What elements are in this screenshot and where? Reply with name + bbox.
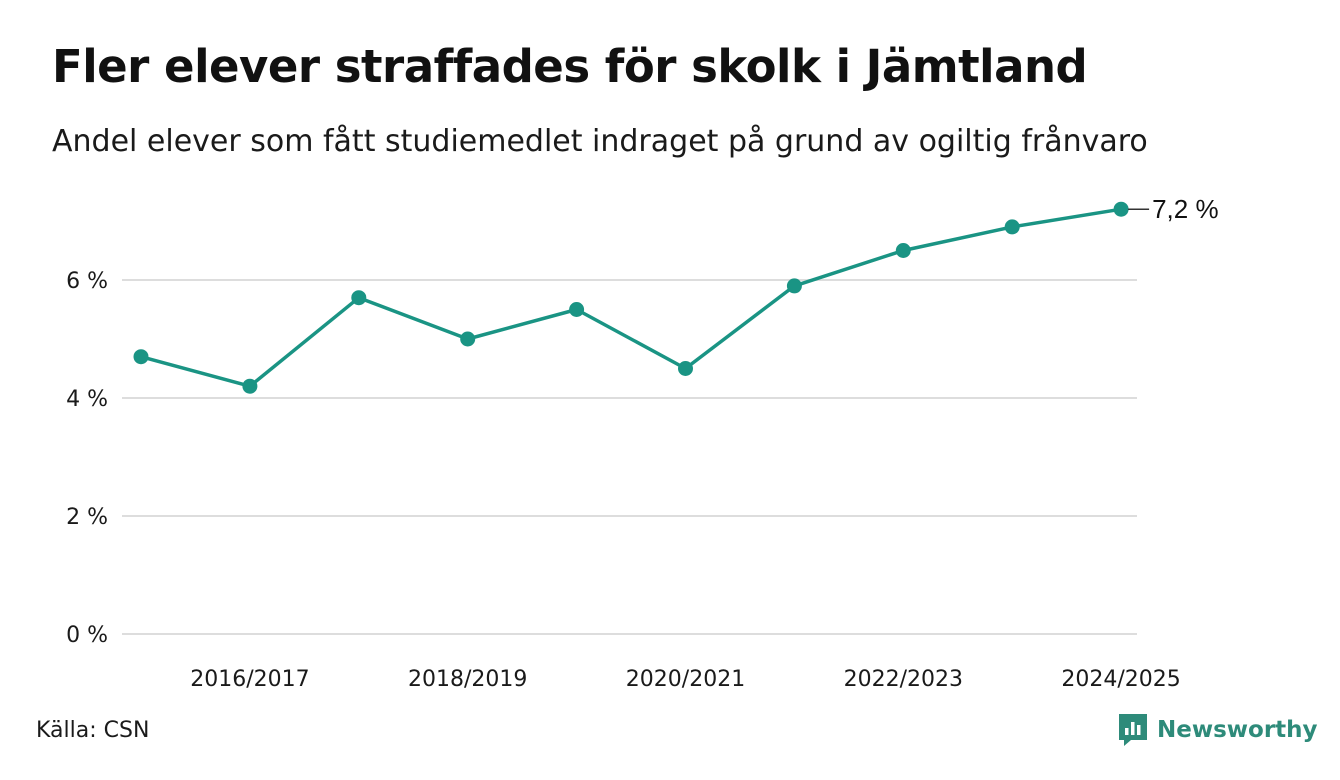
- y-tick-label: 6 %: [66, 269, 108, 294]
- grid-lines: [122, 279, 1137, 635]
- x-tick-label: 2024/2025: [1061, 667, 1180, 692]
- x-tick-label: 2018/2019: [408, 667, 527, 692]
- data-point: [786, 278, 802, 294]
- newsworthy-logo-icon: [1119, 714, 1147, 746]
- y-tick-label: 0 %: [66, 623, 108, 648]
- y-axis-ticks: 0 % 2 % 4 % 6 %: [66, 269, 108, 648]
- x-tick-label: 2016/2017: [190, 667, 309, 692]
- x-tick-label: 2020/2021: [626, 667, 745, 692]
- y-tick-label: 4 %: [66, 387, 108, 412]
- chart-subtitle: Andel elever som fått studiemedlet indra…: [52, 124, 1148, 159]
- y-tick-label: 2 %: [66, 505, 108, 530]
- x-axis-ticks: 2016/2017 2018/2019 2020/2021 2022/2023 2024…: [190, 667, 1181, 692]
- source-note: Källa: CSN: [36, 718, 150, 743]
- end-value-label: 7,2 %: [1152, 194, 1219, 224]
- data-point: [460, 331, 476, 347]
- data-point: [242, 378, 258, 394]
- data-point: [133, 349, 149, 365]
- series-line: [140, 207, 1122, 388]
- chart-title: Fler elever straffades för skolk i Jämtl…: [52, 40, 1088, 93]
- brand: Newsworthy: [1117, 712, 1318, 748]
- annotations: 7,2 %: [1128, 194, 1219, 224]
- data-point: [1004, 219, 1020, 235]
- brand-name: Newsworthy: [1157, 717, 1318, 743]
- x-tick-label: 2022/2023: [844, 667, 963, 692]
- data-point: [1113, 201, 1129, 217]
- data-point: [895, 243, 911, 258]
- data-point: [351, 290, 367, 306]
- series: [133, 201, 1129, 394]
- data-point: [678, 361, 693, 376]
- data-point: [569, 302, 585, 317]
- line-chart: 0 % 2 % 4 % 6 % 2016/2017 2018/2019 2020/2021…: [66, 194, 1219, 692]
